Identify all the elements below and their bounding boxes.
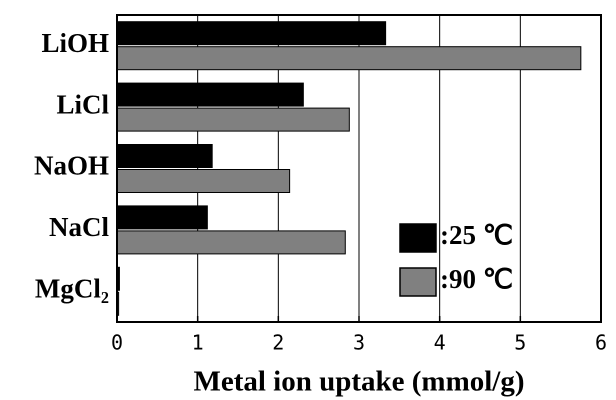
legend-label: :90 ℃ xyxy=(440,264,513,294)
plot-frame xyxy=(116,14,602,323)
x-tick-label: 4 xyxy=(434,331,446,355)
legend-swatch xyxy=(399,267,437,297)
y-tick-label: NaCl xyxy=(49,212,109,242)
bar xyxy=(116,82,304,107)
bar xyxy=(116,107,350,132)
x-tick-label: 3 xyxy=(353,331,365,355)
y-tick-label: MgCl₂ xyxy=(35,274,109,304)
bar xyxy=(116,21,387,46)
bar xyxy=(116,46,582,71)
y-tick-label: LiCl xyxy=(56,89,109,119)
legend-swatch xyxy=(399,223,437,253)
bar xyxy=(116,230,346,255)
x-tick-label: 2 xyxy=(272,331,284,355)
bar xyxy=(116,169,291,193)
x-tick-label: 6 xyxy=(595,331,607,355)
bar xyxy=(116,205,208,230)
x-tick-label: 5 xyxy=(514,331,526,355)
y-tick-label: LiOH xyxy=(41,28,109,58)
x-tick-label: 1 xyxy=(192,331,204,355)
x-tick-label: 0 xyxy=(111,331,123,355)
y-tick-label: NaOH xyxy=(34,151,109,181)
bar xyxy=(116,144,213,168)
x-axis-label: Metal ion uptake (mmol/g) xyxy=(193,366,524,398)
legend-label: :25 ℃ xyxy=(440,220,513,250)
